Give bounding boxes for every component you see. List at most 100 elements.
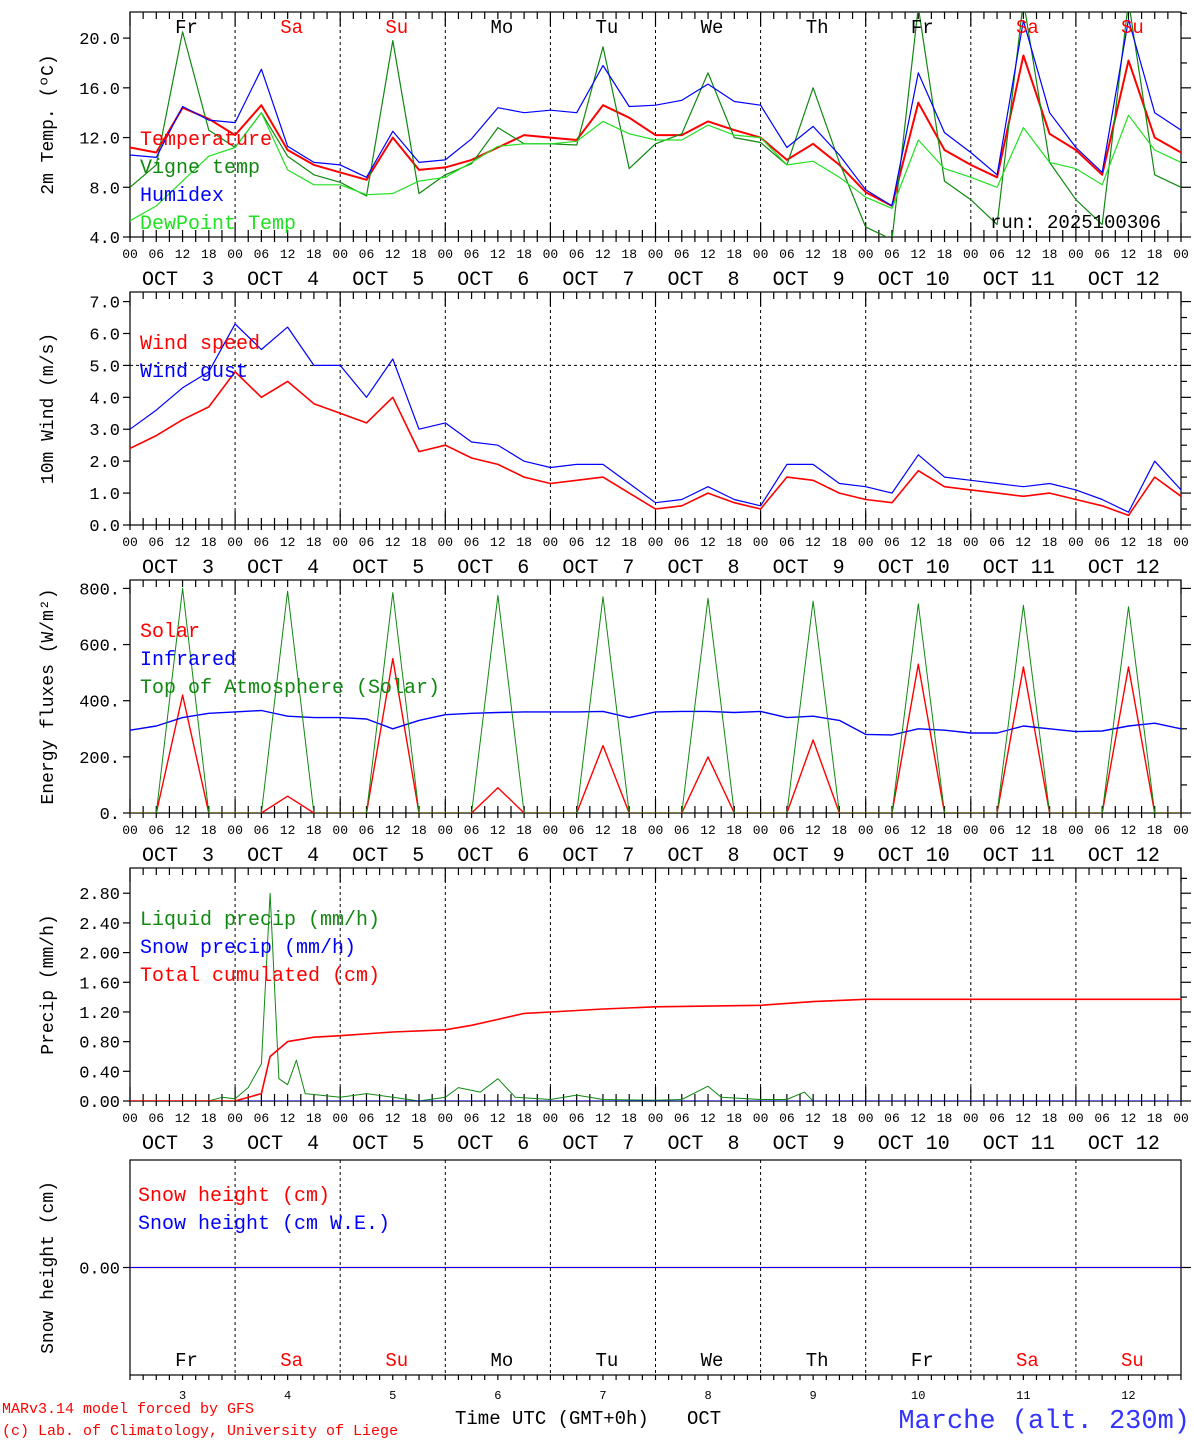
wind-series-group — [130, 323, 1181, 517]
x-hour-label: 12 — [805, 247, 821, 262]
legend-entry: Liquid precip (mm/h) — [140, 909, 380, 932]
day-name-label: Mo — [490, 1350, 513, 1372]
x-hour-label: 18 — [201, 247, 217, 262]
x-hour-label: 18 — [1042, 247, 1058, 262]
x-hour-label: 00 — [332, 823, 348, 838]
x-hour-label: 06 — [989, 247, 1005, 262]
x-date-label: OCT 5 — [352, 1133, 424, 1156]
x-hour-label: 06 — [674, 823, 690, 838]
x-hour-label: 12 — [385, 823, 401, 838]
x-hour-label: 00 — [1173, 823, 1189, 838]
x-hour-label: 00 — [858, 1111, 874, 1126]
precip-series-group — [130, 892, 1181, 1101]
x-date-label: OCT 6 — [457, 1133, 529, 1156]
x-hour-label: 18 — [937, 247, 953, 262]
x-hour-label: 18 — [1042, 535, 1058, 550]
x-hour-label: 18 — [516, 1111, 532, 1126]
x-hour-label: 00 — [122, 247, 138, 262]
x-hour-label: 12 — [1016, 535, 1032, 550]
x-hour-label: 00 — [227, 535, 243, 550]
day-number-label: 6 — [494, 1389, 501, 1403]
x-hour-label: 00 — [122, 823, 138, 838]
wind-panel: 0.0 1.0 2.0 3.0 4.0 5.0 6.0 7.0 10m Wind (m/s) Wi… — [39, 291, 1191, 580]
day-number-label: 12 — [1121, 1389, 1135, 1403]
x-hour-label: 12 — [385, 247, 401, 262]
x-hour-label: 18 — [411, 247, 427, 262]
y-tick-label: 1.20 — [79, 1005, 120, 1024]
x-hour-label: 06 — [359, 823, 375, 838]
x-date-label: OCT 3 — [142, 557, 214, 580]
x-hour-label: 12 — [385, 535, 401, 550]
x-date-label: OCT 9 — [773, 1133, 845, 1156]
x-date-label: OCT 10 — [878, 1133, 950, 1156]
x-hour-label: 06 — [569, 823, 585, 838]
x-date-label: OCT 11 — [983, 1133, 1055, 1156]
x-date-label: OCT 9 — [773, 845, 845, 868]
day-name-label: Tu — [596, 1350, 619, 1372]
x-hour-label: 00 — [648, 247, 664, 262]
x-hour-label: 06 — [884, 823, 900, 838]
precip-panel: 0.00 0.40 0.80 1.20 1.60 2.00 2.40 2.80 Precip (… — [39, 867, 1191, 1156]
day-name-label: Sa — [1016, 17, 1039, 39]
x-date-label: OCT 3 — [142, 845, 214, 868]
x-date-label: OCT 3 — [142, 269, 214, 292]
x-date-label: OCT 12 — [1088, 1133, 1160, 1156]
legend-entry: Vigne temp — [140, 157, 260, 180]
precip-series-liquid-precip-mm-h- — [130, 892, 1181, 1101]
x-hour-label: 18 — [621, 1111, 637, 1126]
day-number-label: 10 — [911, 1389, 925, 1403]
x-hour-label: 12 — [700, 823, 716, 838]
temp-series-vigne-temp — [130, 12, 1181, 237]
day-name-label: Su — [1121, 17, 1144, 39]
x-hour-label: 18 — [937, 1111, 953, 1126]
x-date-label: OCT 10 — [878, 557, 950, 580]
x-date-label: OCT 8 — [667, 269, 739, 292]
model-credit: MARv3.14 model forced by GFS — [2, 1401, 254, 1418]
x-hour-label: 18 — [201, 1111, 217, 1126]
x-date-label: OCT 8 — [667, 845, 739, 868]
y-tick-label: 4.0 — [89, 230, 120, 249]
day-name-label: Fr — [175, 1350, 198, 1372]
x-hour-label: 06 — [884, 535, 900, 550]
x-hour-label: 18 — [516, 247, 532, 262]
x-hour-label: 00 — [1068, 247, 1084, 262]
x-date-label: OCT 10 — [878, 269, 950, 292]
x-hour-label: 12 — [490, 1111, 506, 1126]
y-tick-label: 16.0 — [79, 81, 120, 100]
x-hour-label: 12 — [280, 535, 296, 550]
x-hour-label: 06 — [674, 247, 690, 262]
precip-series-total-cumulated-cm- — [130, 998, 1181, 1101]
x-hour-label: 06 — [779, 535, 795, 550]
x-hour-label: 06 — [1094, 823, 1110, 838]
x-hour-label: 06 — [464, 247, 480, 262]
snow-panel: 0.00 Snow height (cm) Snow height (cm) Snow… — [39, 1159, 1191, 1380]
day-name-label: We — [701, 17, 724, 39]
x-date-label: OCT 8 — [667, 557, 739, 580]
day-name-label: Mo — [490, 17, 513, 39]
x-hour-label: 00 — [1068, 823, 1084, 838]
x-hour-label: 12 — [280, 823, 296, 838]
energy-series-group — [130, 587, 1181, 813]
x-hour-label: 06 — [359, 535, 375, 550]
x-hour-label: 00 — [543, 823, 559, 838]
x-hour-label: 18 — [832, 823, 848, 838]
x-hour-label: 06 — [674, 535, 690, 550]
x-hour-label: 18 — [621, 247, 637, 262]
y-tick-label: 200. — [79, 750, 120, 769]
y-axis-label: Energy fluxes (W/m²) — [39, 588, 59, 804]
x-hour-label: 00 — [1173, 535, 1189, 550]
x-date-label: OCT 5 — [352, 557, 424, 580]
x-date-label: OCT 10 — [878, 845, 950, 868]
lab-credit: (c) Lab. of Climatology, University of L… — [2, 1423, 398, 1440]
x-hour-label: 18 — [411, 823, 427, 838]
x-hour-label: 06 — [464, 1111, 480, 1126]
x-axis-title: Time UTC (GMT+0h) — [455, 1408, 649, 1430]
x-hour-label: 06 — [779, 1111, 795, 1126]
x-hour-label: 12 — [805, 1111, 821, 1126]
x-hour-label: 06 — [779, 823, 795, 838]
x-hour-label: 12 — [805, 535, 821, 550]
y-tick-label: 2.00 — [79, 946, 120, 965]
x-hour-label: 12 — [1121, 1111, 1137, 1126]
x-hour-label: 18 — [516, 823, 532, 838]
